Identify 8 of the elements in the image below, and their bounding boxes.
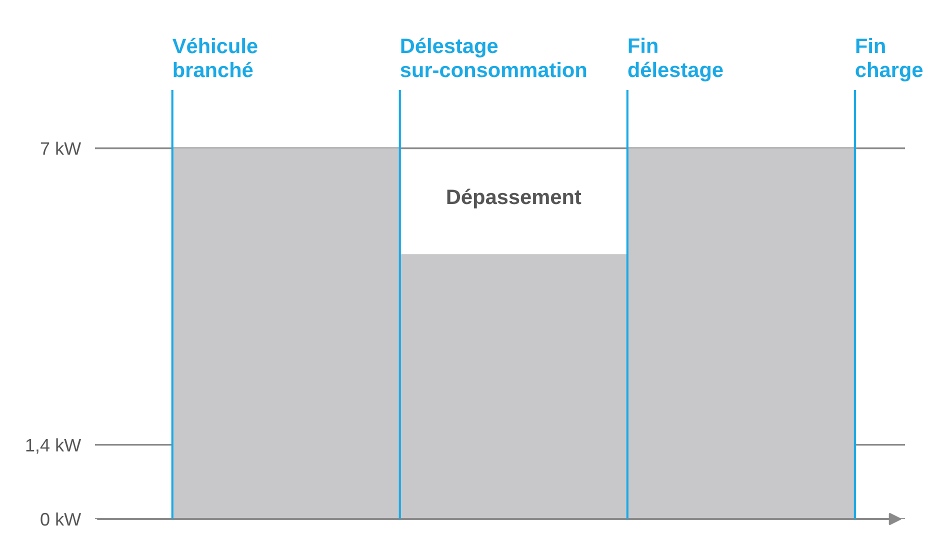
y-tick-label: 0 kW — [40, 512, 82, 526]
annotation: Dépassement — [447, 188, 582, 208]
y-tick-label: 1,4 kW — [26, 438, 82, 454]
y-tick-label: 7 kW — [40, 142, 82, 155]
text: Véhicule branché — [172, 38, 258, 78]
text: Fin charge — [856, 38, 923, 82]
text: Fin délestage — [628, 38, 723, 82]
text: Délestage sur-consommation — [400, 38, 586, 78]
